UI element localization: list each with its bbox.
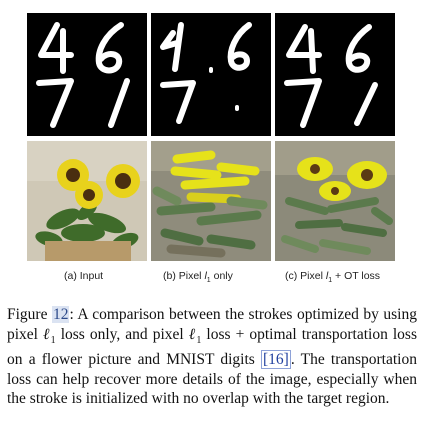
digit-one-stroke <box>108 78 130 128</box>
flower-pixel-l1-panel <box>151 141 271 261</box>
digit-six-stroke <box>95 22 124 74</box>
sublabel-pixel-l1-only: (b) Pixel l1 only <box>163 270 233 285</box>
sublabel-pixel-l1-ot: (c) Pixel l1 + OT loss <box>285 270 381 285</box>
flower-pixel-ot-panel <box>275 141 395 261</box>
sublabel-input: (a) Input <box>64 270 104 282</box>
figure-number-link[interactable]: 12 <box>51 306 70 323</box>
citation-link[interactable]: [16] <box>260 350 291 370</box>
digit-seven-stroke <box>36 78 74 128</box>
digit-four-stroke <box>38 22 74 74</box>
caption-prefix: Figure <box>7 306 48 323</box>
mnist-pixel-ot-panel <box>275 13 395 136</box>
mnist-input-panel <box>27 13 147 136</box>
mnist-pixel-l1-panel <box>151 13 271 136</box>
figure-caption: Figure 12: A comparison between the stro… <box>7 306 417 408</box>
flower-input-panel <box>27 141 147 261</box>
